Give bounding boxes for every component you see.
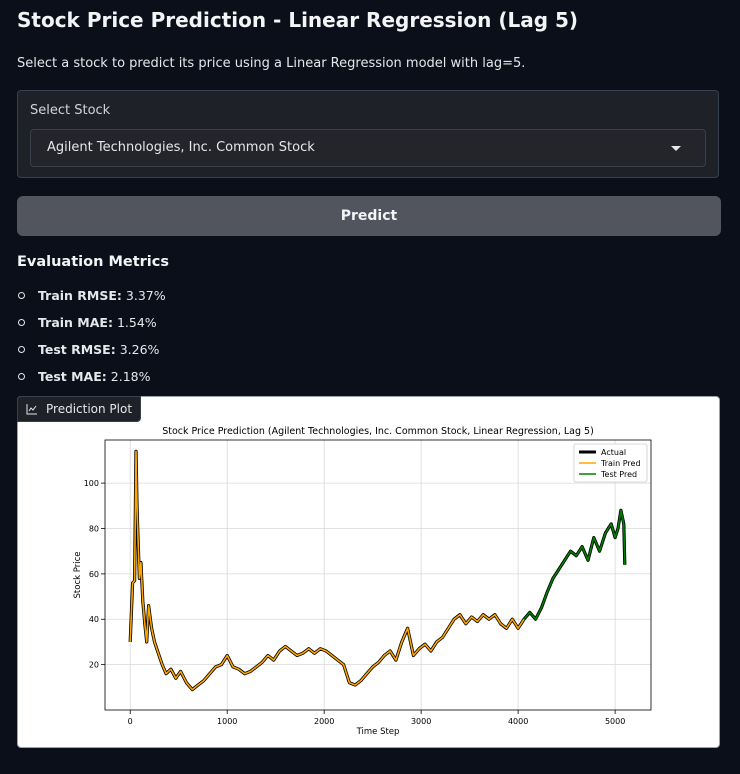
bullet-icon	[18, 373, 25, 380]
prediction-chart: 0 1000 2000 3000 4000 5000 20 40 60 80 100 Stock Pr…	[73, 426, 652, 737]
metric-item: Train RMSE: 3.37%	[17, 282, 166, 309]
chart-icon	[26, 404, 37, 415]
metric-item: Test RMSE: 3.26%	[17, 336, 166, 363]
prediction-plot-tab: Prediction Plot	[17, 396, 142, 422]
prediction-plot: 0 1000 2000 3000 4000 5000 20 40 60 80 100 Stock Pr…	[17, 396, 720, 748]
metric-value: 1.54%	[116, 315, 157, 330]
y-tick-label: 100	[84, 479, 99, 488]
stock-dropdown[interactable]: Agilent Technologies, Inc. Common Stock	[30, 129, 706, 167]
stock-select-panel: Select Stock Agilent Technologies, Inc. …	[17, 90, 719, 178]
y-tick-label: 20	[89, 661, 99, 670]
metric-item: Train MAE: 1.54%	[17, 309, 166, 336]
chart-title: Stock Price Prediction (Agilent Technolo…	[162, 426, 594, 437]
x-axis-label: Time Step	[356, 727, 400, 737]
metric-name: Test MAE:	[38, 369, 107, 384]
y-tick-label: 60	[89, 570, 99, 579]
legend-label: Actual	[601, 448, 626, 457]
metrics-list: Train RMSE: 3.37% Train MAE: 1.54% Test RM…	[17, 282, 166, 390]
legend-label: Train Pred	[600, 459, 641, 468]
bullet-icon	[18, 319, 25, 326]
metrics-title: Evaluation Metrics	[17, 254, 169, 270]
bullet-icon	[18, 292, 25, 299]
x-tick-label: 1000	[217, 717, 237, 726]
x-tick-label: 5000	[605, 717, 625, 726]
metric-value: 3.37%	[125, 288, 166, 303]
stock-dropdown-value: Agilent Technologies, Inc. Common Stock	[47, 140, 315, 155]
y-tick-label: 40	[89, 615, 99, 624]
prediction-plot-label: Prediction Plot	[46, 402, 133, 416]
page-subtitle: Select a stock to predict its price usin…	[17, 56, 526, 71]
stock-select-label: Select Stock	[30, 103, 111, 118]
series-line-train-pred	[129, 450, 525, 691]
metric-name: Train MAE:	[38, 315, 113, 330]
metric-value: 3.26%	[119, 342, 160, 357]
series-line-test-pred	[523, 509, 626, 620]
page-title: Stock Price Prediction - Linear Regressi…	[17, 8, 579, 32]
predict-button[interactable]: Predict	[17, 196, 721, 236]
metric-item: Test MAE: 2.18%	[17, 363, 166, 390]
series-line-actual	[128, 449, 627, 692]
y-tick-label: 80	[89, 524, 99, 533]
x-tick-label: 3000	[411, 717, 431, 726]
chevron-down-icon	[671, 146, 681, 151]
x-tick-label: 0	[128, 717, 133, 726]
metric-name: Train RMSE:	[38, 288, 122, 303]
plot-frame	[104, 439, 652, 711]
metric-value: 2.18%	[110, 369, 151, 384]
metric-name: Test RMSE:	[38, 342, 116, 357]
x-tick-label: 2000	[314, 717, 334, 726]
bullet-icon	[18, 346, 25, 353]
x-tick-label: 4000	[508, 717, 528, 726]
y-axis-label: Stock Price	[73, 552, 83, 599]
legend-label: Test Pred	[600, 470, 637, 479]
